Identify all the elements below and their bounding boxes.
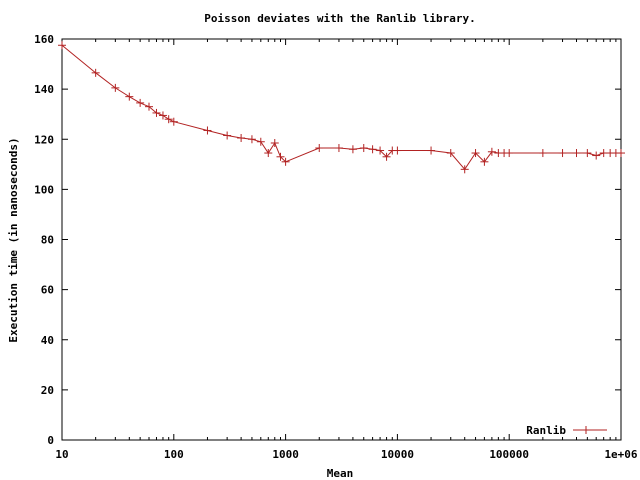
- data-point: [487, 147, 496, 156]
- data-point: [281, 157, 290, 166]
- data-point: [376, 146, 385, 155]
- plot-frame: [61, 38, 622, 441]
- data-point: [264, 149, 273, 158]
- data-point: [359, 144, 368, 153]
- data-point: [572, 149, 581, 158]
- data-point: [368, 145, 377, 154]
- data-point: [270, 139, 279, 148]
- x-tick-label: 100: [164, 448, 184, 461]
- data-point: [480, 157, 489, 166]
- data-point: [169, 117, 178, 126]
- data-point: [276, 152, 285, 161]
- y-tick-label: 120: [34, 133, 54, 146]
- y-tick-label: 20: [41, 384, 54, 397]
- legend-marker-ranlib: [582, 426, 590, 434]
- data-point: [583, 149, 592, 158]
- data-point: [203, 126, 212, 135]
- data-point: [152, 108, 161, 117]
- data-point: [592, 151, 601, 160]
- y-tick-label: 80: [41, 234, 54, 247]
- x-tick-label: 1000: [272, 448, 299, 461]
- data-point: [256, 137, 265, 146]
- x-tick-label: 1e+06: [604, 448, 637, 461]
- series-layer: [58, 41, 625, 174]
- data-point: [446, 149, 455, 158]
- y-tick-label: 40: [41, 334, 54, 347]
- data-point: [427, 146, 436, 155]
- data-point: [247, 135, 256, 144]
- data-point: [558, 149, 567, 158]
- data-point: [382, 152, 391, 161]
- series-line-ranlib: [61, 44, 621, 171]
- data-point: [393, 146, 402, 155]
- y-tick-label: 160: [34, 33, 54, 46]
- data-point: [136, 98, 145, 107]
- y-axis-label: Execution time (in nanoseconds): [7, 137, 20, 342]
- x-tick-label: 10: [55, 448, 68, 461]
- axes: 0 20 40 60 80 100 120 140 160 10 100 1000 10000 10000…: [34, 33, 638, 461]
- data-point: [237, 133, 246, 142]
- data-point: [617, 149, 625, 158]
- data-point: [144, 102, 153, 111]
- y-tick-label: 60: [41, 284, 54, 297]
- y-tick-label: 100: [34, 183, 54, 196]
- data-point: [158, 111, 167, 120]
- data-point: [111, 83, 120, 92]
- x-tick-label: 100000: [489, 448, 529, 461]
- data-point: [125, 92, 134, 101]
- data-point: [223, 131, 232, 140]
- data-point: [91, 68, 100, 77]
- data-point: [538, 149, 547, 158]
- y-tick-label: 140: [34, 83, 54, 96]
- chart-title: Poisson deviates with the Ranlib library…: [204, 12, 476, 25]
- data-point: [348, 145, 357, 154]
- x-tick-label: 10000: [381, 448, 414, 461]
- data-point: [164, 115, 173, 124]
- data-point: [505, 149, 514, 158]
- data-point: [471, 149, 480, 158]
- legend-label-ranlib: Ranlib: [526, 424, 566, 437]
- data-point: [58, 41, 66, 50]
- data-point: [460, 165, 469, 174]
- x-axis-label: Mean: [327, 467, 354, 480]
- data-point: [334, 144, 343, 153]
- data-point: [315, 144, 324, 153]
- legend: Ranlib: [526, 424, 607, 437]
- y-tick-label: 0: [47, 434, 54, 447]
